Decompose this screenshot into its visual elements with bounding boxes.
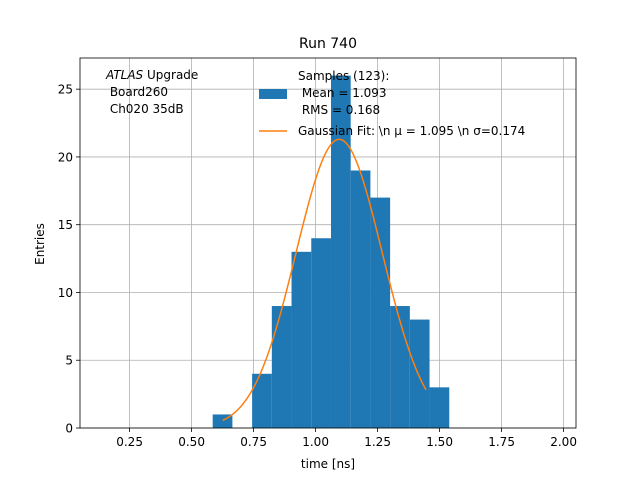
histogram-bar (390, 306, 410, 428)
y-tick-label-5: 25 (58, 83, 73, 97)
gaussian-fit-curve (222, 138, 427, 422)
axes-layer: 0.25 0.50 0.75 1.00 1.25 1.50 1.75 2.00 0 5 10 15 20… (58, 57, 577, 449)
histogram-bars (212, 75, 450, 428)
legend: Samples (123): Mean = 1.093 RMS = 0.168 … (259, 69, 525, 138)
annotation-atlas: ATLAS (105, 68, 144, 82)
histogram-bar (409, 319, 430, 428)
legend-samples-line: Samples (123): (298, 69, 389, 83)
legend-mean-line: Mean = 1.093 (298, 86, 387, 100)
legend-rms-line: RMS = 0.168 (298, 103, 380, 117)
annotation-line-2: Board260 (106, 85, 168, 99)
x-tick-label-6: 1.75 (488, 435, 515, 449)
annotation-text: ATLAS Upgrade Board260 Ch020 35dB (105, 68, 198, 116)
annotation-line-1: ATLAS Upgrade (105, 68, 198, 82)
x-tick-label-3: 1.00 (302, 435, 329, 449)
histogram-bar (291, 251, 312, 428)
plot-frame (79, 57, 577, 429)
legend-histogram-swatch (259, 89, 287, 99)
x-tick-label-1: 0.50 (178, 435, 205, 449)
histogram-bar (350, 170, 371, 428)
legend-fit-label: Gaussian Fit: \n μ = 1.095 \n σ=0.174 (298, 124, 525, 138)
x-axis-label: time [ns] (301, 457, 355, 471)
y-tick-label-3: 15 (58, 218, 73, 232)
histogram-bar (370, 197, 391, 428)
chart-title: Run 740 (299, 36, 357, 52)
y-tick-label-1: 5 (65, 354, 73, 368)
y-tick-label-0: 0 (65, 422, 73, 436)
histogram-bar (311, 238, 331, 428)
annotation-line-3: Ch020 35dB (106, 102, 184, 116)
x-tick-label-2: 0.75 (240, 435, 267, 449)
histogram-bar (252, 373, 272, 428)
x-tick-label-4: 1.25 (364, 435, 391, 449)
x-tick-label-0: 0.25 (116, 435, 143, 449)
histogram-bar (271, 306, 292, 428)
annotation-upgrade: Upgrade (143, 68, 198, 82)
y-axis-label: Entries (33, 223, 47, 265)
x-tick-label-5: 1.50 (426, 435, 453, 449)
histogram-bar (330, 75, 351, 428)
y-tick-label-4: 20 (58, 150, 73, 164)
histogram-bar (429, 387, 450, 428)
x-tick-label-7: 2.00 (550, 435, 577, 449)
y-tick-label-2: 10 (58, 286, 73, 300)
gaussian-fit-layer (222, 138, 427, 422)
